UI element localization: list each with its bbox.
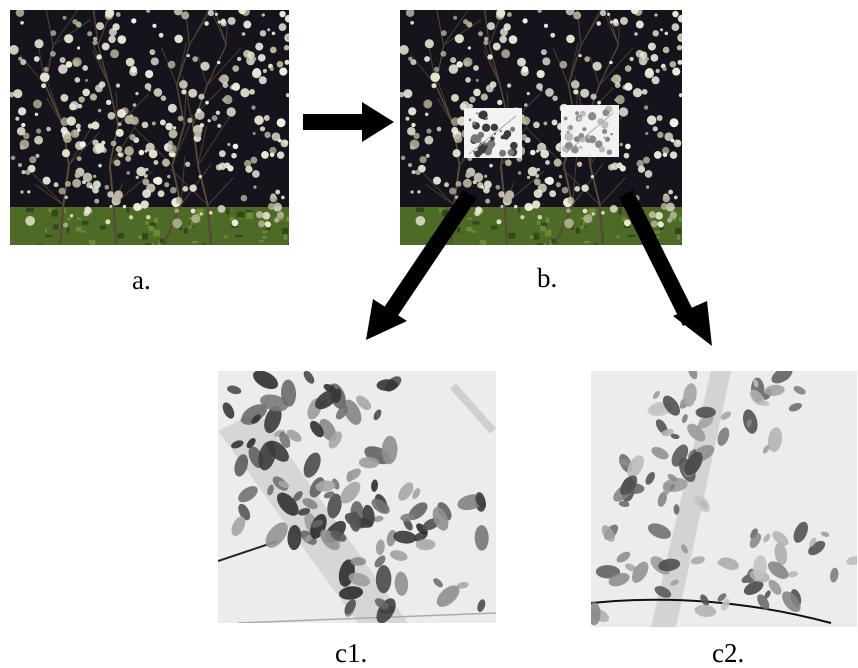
caption-c1: c1. <box>335 640 367 667</box>
caption-b: b. <box>537 265 557 292</box>
inverted-crop-c2 <box>591 371 857 627</box>
caption-c2: c2. <box>712 640 744 667</box>
crop-image-c2 <box>591 371 857 627</box>
tree-photo-b <box>400 10 682 245</box>
inverted-crop-c1 <box>218 371 496 623</box>
arrow-a-to-b <box>303 102 394 142</box>
tree-photo-a <box>10 10 289 245</box>
caption-a: a. <box>132 267 151 294</box>
crop-image-c1 <box>218 371 496 623</box>
photo-with-selected-regions <box>400 10 682 245</box>
photo-original-tree <box>10 10 289 245</box>
